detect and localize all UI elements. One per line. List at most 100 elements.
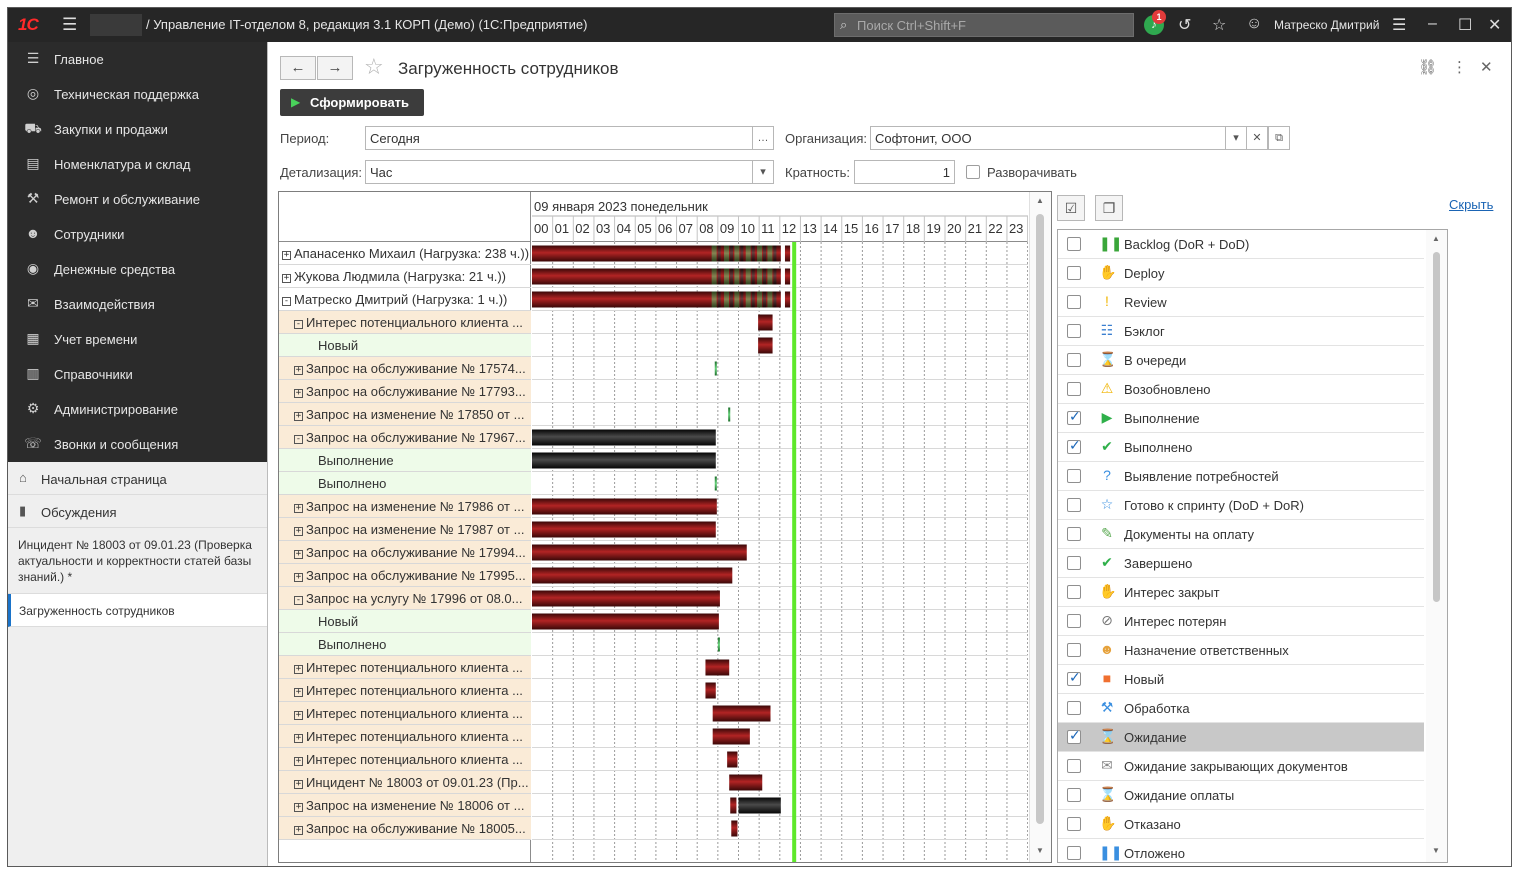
- favorite-star-icon[interactable]: ☆: [364, 54, 384, 79]
- gantt-row[interactable]: + Запрос на обслуживание № 18005...: [279, 817, 531, 840]
- expand-icon[interactable]: +: [294, 779, 303, 789]
- sidebar-item[interactable]: ▤ Номенклатура и склад: [8, 147, 267, 182]
- multiplicity-field[interactable]: 1: [854, 160, 955, 184]
- status-checkbox[interactable]: ✓: [1067, 408, 1081, 425]
- current-user-name[interactable]: Матреско Дмитрий: [1274, 18, 1380, 32]
- expand-icon[interactable]: +: [294, 756, 303, 766]
- settings-menu-icon[interactable]: ☰: [1392, 17, 1407, 34]
- status-row[interactable]: ☷ Бэклог: [1058, 317, 1424, 346]
- detail-dropdown-button[interactable]: ▾: [752, 160, 774, 184]
- sidebar-item[interactable]: ⚙ Администрирование: [8, 392, 267, 427]
- organization-open-button[interactable]: ⧉: [1268, 126, 1290, 150]
- status-checkbox[interactable]: [1067, 846, 1081, 860]
- forward-button[interactable]: →: [317, 56, 353, 80]
- status-row[interactable]: ⚠ Возобновлено: [1058, 375, 1424, 404]
- status-row[interactable]: ✓ ■ Новый: [1058, 665, 1424, 694]
- expand-icon[interactable]: +: [294, 687, 303, 697]
- status-row[interactable]: ⊘ Интерес потерян: [1058, 607, 1424, 636]
- gantt-scroll-thumb[interactable]: [1036, 214, 1044, 824]
- period-select-button[interactable]: …: [752, 126, 774, 150]
- status-scrollbar[interactable]: ▲ ▼: [1426, 230, 1447, 862]
- status-row[interactable]: ✋ Интерес закрыт: [1058, 578, 1424, 607]
- scroll-down-icon[interactable]: ▼: [1036, 846, 1044, 855]
- gantt-row[interactable]: + Интерес потенциального клиента ...: [279, 725, 531, 748]
- gantt-row[interactable]: + Интерес потенциального клиента ...: [279, 702, 531, 725]
- sidebar-item[interactable]: ▦ Учет времени: [8, 322, 267, 357]
- organization-field[interactable]: Софтонит, ООО: [870, 126, 1226, 150]
- detail-field[interactable]: Час: [365, 160, 753, 184]
- status-row[interactable]: ⚒ Обработка: [1058, 694, 1424, 723]
- gantt-row[interactable]: Выполнение: [279, 449, 531, 472]
- organization-clear-button[interactable]: ✕: [1246, 126, 1268, 150]
- sidebar-item[interactable]: ▥ Справочники: [8, 357, 267, 392]
- gantt-row[interactable]: - Интерес потенциального клиента ...: [279, 311, 531, 334]
- gantt-row[interactable]: - Матреско Дмитрий (Нагрузка: 1 ч.)): [279, 288, 531, 311]
- status-checkbox[interactable]: [1067, 585, 1081, 599]
- expand-icon[interactable]: +: [294, 664, 303, 674]
- status-checkbox[interactable]: [1067, 643, 1081, 657]
- gantt-row[interactable]: Новый: [279, 610, 531, 633]
- status-row[interactable]: ✓ ⌛ Ожидание: [1058, 723, 1424, 752]
- status-row[interactable]: ✋ Отказано: [1058, 810, 1424, 839]
- status-scroll-thumb[interactable]: [1433, 252, 1440, 602]
- status-row[interactable]: ⌛ Ожидание оплаты: [1058, 781, 1424, 810]
- status-row[interactable]: ✓ ▶ Выполнение: [1058, 404, 1424, 433]
- close-form-icon[interactable]: ✕: [1480, 59, 1493, 76]
- gantt-row[interactable]: Новый: [279, 334, 531, 357]
- status-checkbox[interactable]: [1067, 498, 1081, 512]
- expand-icon[interactable]: +: [294, 503, 303, 513]
- scroll-up-icon[interactable]: ▲: [1432, 234, 1440, 243]
- expand-icon[interactable]: +: [282, 250, 291, 260]
- expand-icon[interactable]: +: [294, 549, 303, 559]
- global-search-input[interactable]: ⌕ Поиск Ctrl+Shift+F: [834, 13, 1134, 37]
- expand-icon[interactable]: +: [294, 825, 303, 835]
- sidebar-item[interactable]: ⚒ Ремонт и обслуживание: [8, 182, 267, 217]
- status-checkbox[interactable]: [1067, 382, 1081, 396]
- menu-icon[interactable]: ☰: [62, 15, 78, 34]
- close-window-icon[interactable]: ✕: [1488, 17, 1502, 34]
- gantt-row[interactable]: + Интерес потенциального клиента ...: [279, 679, 531, 702]
- expand-icon[interactable]: +: [294, 365, 303, 375]
- status-row[interactable]: ✋ Deploy: [1058, 259, 1424, 288]
- gantt-row[interactable]: Выполнено: [279, 472, 531, 495]
- gantt-row[interactable]: - Запрос на услугу № 17996 от 08.0...: [279, 587, 531, 610]
- gantt-scrollbar[interactable]: ▲ ▼: [1029, 192, 1051, 862]
- status-row[interactable]: ☆ Готово к спринту (DoD + DoR): [1058, 491, 1424, 520]
- gantt-row[interactable]: + Жукова Людмила (Нагрузка: 21 ч.)): [279, 265, 531, 288]
- expand-icon[interactable]: +: [294, 411, 303, 421]
- gantt-row[interactable]: + Интерес потенциального клиента ...: [279, 656, 531, 679]
- open-document-tab[interactable]: Инцидент № 18003 от 09.01.23 (Проверка а…: [8, 528, 267, 594]
- check-all-button[interactable]: ☑: [1057, 195, 1085, 221]
- gantt-row[interactable]: - Запрос на обслуживание № 17967...: [279, 426, 531, 449]
- gantt-row[interactable]: + Апанасенко Михаил (Нагрузка: 238 ч.)): [279, 242, 531, 265]
- expand-icon[interactable]: +: [294, 572, 303, 582]
- sidebar-item[interactable]: ◉ Денежные средства: [8, 252, 267, 287]
- expand-icon[interactable]: +: [294, 733, 303, 743]
- gantt-row[interactable]: + Запрос на обслуживание № 17994...: [279, 541, 531, 564]
- scroll-down-icon[interactable]: ▼: [1432, 846, 1440, 855]
- home-page-link[interactable]: ⌂ Начальная страница: [8, 462, 267, 495]
- sidebar-item[interactable]: ☏ Звонки и сообщения: [8, 427, 267, 462]
- status-checkbox[interactable]: ✓: [1067, 437, 1081, 454]
- collapse-icon[interactable]: -: [294, 319, 303, 329]
- expand-icon[interactable]: +: [294, 710, 303, 720]
- minimize-icon[interactable]: –: [1428, 15, 1437, 32]
- link-icon[interactable]: ⛓: [1418, 59, 1438, 76]
- status-row[interactable]: ✔ Завершено: [1058, 549, 1424, 578]
- collapse-icon[interactable]: -: [294, 595, 303, 605]
- status-checkbox[interactable]: [1067, 556, 1081, 570]
- maximize-icon[interactable]: ☐: [1458, 17, 1473, 34]
- status-checkbox[interactable]: [1067, 266, 1081, 280]
- status-checkbox[interactable]: [1067, 469, 1081, 483]
- active-document-tab[interactable]: Загруженность сотрудников: [8, 594, 267, 627]
- gantt-row[interactable]: + Запрос на изменение № 17986 от ...: [279, 495, 531, 518]
- generate-button[interactable]: ▶ Сформировать: [280, 89, 424, 116]
- favorites-star-icon[interactable]: ☆: [1212, 17, 1227, 34]
- collapse-icon[interactable]: -: [294, 434, 303, 444]
- expand-checkbox[interactable]: [966, 165, 980, 179]
- status-checkbox[interactable]: [1067, 701, 1081, 715]
- discussions-link[interactable]: ▮ Обсуждения: [8, 495, 267, 528]
- gantt-row[interactable]: + Запрос на изменение № 17850 от ...: [279, 403, 531, 426]
- status-row[interactable]: ✎ Документы на оплату: [1058, 520, 1424, 549]
- status-checkbox[interactable]: [1067, 295, 1081, 309]
